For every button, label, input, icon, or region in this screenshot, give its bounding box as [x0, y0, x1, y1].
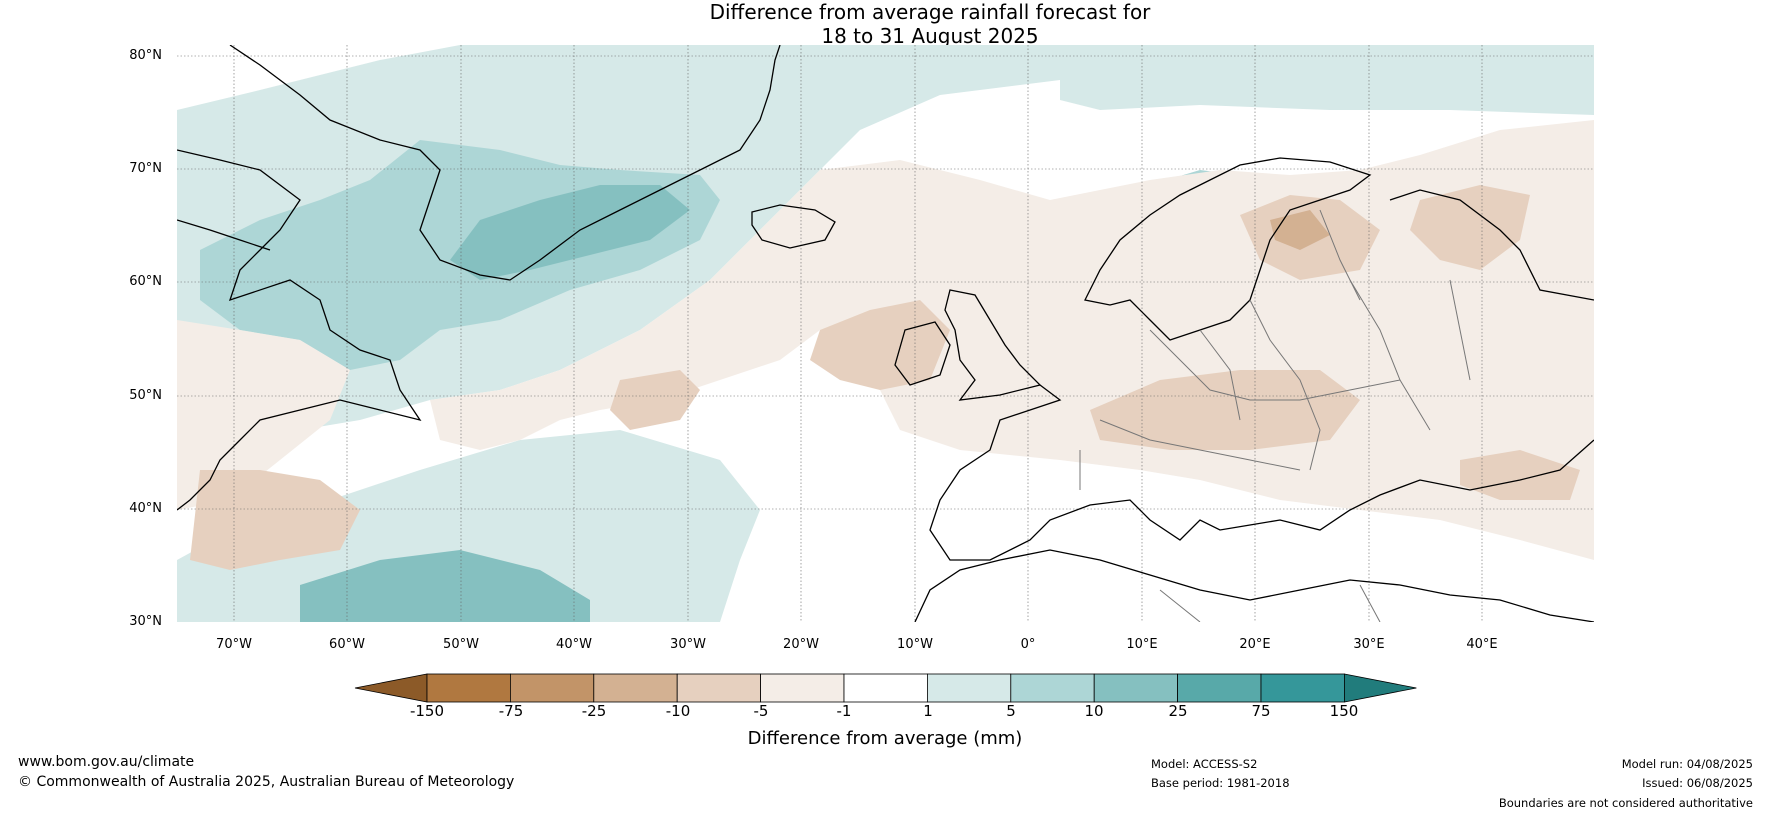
lat-label: 30°N — [129, 614, 162, 629]
lon-label: 0° — [1020, 637, 1036, 652]
lat-label: 50°N — [129, 388, 162, 403]
base-period-text: Base period: 1981-2018 — [1151, 776, 1290, 790]
dry-region-central-europe — [1090, 370, 1360, 450]
dry-region-atlantic — [610, 370, 700, 430]
lon-label: 50°W — [443, 637, 479, 652]
lat-label: 70°N — [129, 161, 162, 176]
colorbar-swatch — [927, 673, 1012, 703]
dry-region-finland-russia — [1410, 185, 1530, 270]
colorbar-tick-label: 75 — [1251, 702, 1271, 720]
lon-label: 20°E — [1239, 637, 1271, 652]
model-text: Model: ACCESS-S2 — [1151, 757, 1258, 771]
colorbar-tick-label: -5 — [753, 702, 769, 720]
iceland-coast — [751, 204, 836, 249]
colorbar-title: Difference from average (mm) — [747, 728, 1023, 749]
wet-region-greenland-core — [450, 185, 690, 280]
map-title: Difference from average rainfall forecas… — [600, 0, 1260, 48]
colorbar-swatch — [760, 673, 845, 703]
colorbar — [354, 673, 1417, 703]
lon-label: 70°W — [216, 637, 252, 652]
lon-label: 30°E — [1353, 637, 1385, 652]
lon-label: 40°W — [556, 637, 592, 652]
lat-label: 80°N — [129, 48, 162, 63]
lat-label: 40°N — [129, 501, 162, 516]
title-line-1: Difference from average rainfall forecas… — [709, 0, 1151, 24]
colorbar-extend-high — [1344, 673, 1417, 703]
lon-label: 20°W — [783, 637, 819, 652]
disclaimer-text: Boundaries are not considered authoritat… — [1498, 796, 1753, 810]
lon-label: 10°W — [897, 637, 933, 652]
colorbar-swatch — [1177, 673, 1262, 703]
wet-region-southwest — [300, 550, 590, 622]
colorbar-tick-label: -10 — [665, 702, 691, 720]
wet-region-west-atlantic — [177, 430, 760, 622]
colorbar-swatch — [426, 673, 511, 703]
dry-region-west — [177, 320, 350, 510]
colorbar-extend-low — [354, 673, 428, 703]
greenland-coast — [229, 45, 781, 281]
website-link[interactable]: www.bom.gov.au/climate — [18, 754, 195, 770]
colorbar-swatch — [1093, 673, 1178, 703]
copyright-text: © Commonwealth of Australia 2025, Austra… — [18, 774, 515, 790]
colorbar-swatch — [843, 673, 928, 703]
colorbar-swatch — [509, 673, 595, 703]
anomaly-shading — [177, 45, 1594, 622]
colorbar-tick-label: 5 — [1006, 702, 1016, 720]
wet-region-north-atlantic-2 — [1060, 45, 1594, 115]
colorbar-swatch — [1010, 673, 1095, 703]
north-africa-coast — [914, 549, 1594, 622]
colorbar-swatch — [676, 673, 762, 703]
coastlines — [177, 45, 1594, 622]
colorbar-swatch — [1260, 673, 1345, 703]
lon-label: 60°W — [329, 637, 365, 652]
colorbar-tick-label: 150 — [1329, 702, 1359, 720]
finland-russia-coast — [1389, 189, 1594, 301]
lat-label: 60°N — [129, 274, 162, 289]
lon-label: 10°E — [1126, 637, 1158, 652]
dry-region-southwest — [190, 470, 360, 570]
europe-coast — [929, 384, 1594, 561]
colorbar-tick-label: -25 — [581, 702, 607, 720]
lon-label: 30°W — [670, 637, 706, 652]
colorbar-tick-label: -1 — [836, 702, 852, 720]
map-area — [177, 45, 1594, 622]
colorbar-tick-label: -150 — [409, 702, 445, 720]
title-line-2: 18 to 31 August 2025 — [821, 24, 1039, 48]
lon-label: 40°E — [1466, 637, 1498, 652]
north-america-coast — [177, 149, 422, 511]
colorbar-tick-label: 1 — [923, 702, 933, 720]
colorbar-swatch — [593, 673, 678, 703]
dry-region-sweden-core — [1270, 210, 1330, 250]
labrador-coast — [177, 219, 271, 251]
ireland-coast — [894, 321, 951, 386]
colorbar-tick-label: 25 — [1168, 702, 1188, 720]
issued-text: Issued: 06/08/2025 — [1642, 776, 1753, 790]
country-borders — [1079, 209, 1471, 622]
colorbar-tick-label: -75 — [498, 702, 524, 720]
great-britain-coast — [944, 289, 1042, 401]
scandinavia-coast — [1084, 157, 1372, 341]
graticule — [177, 45, 1594, 622]
colorbar-tick-label: 10 — [1084, 702, 1104, 720]
dry-region-black-sea — [1460, 450, 1580, 500]
model-run-text: Model run: 04/08/2025 — [1621, 757, 1753, 771]
